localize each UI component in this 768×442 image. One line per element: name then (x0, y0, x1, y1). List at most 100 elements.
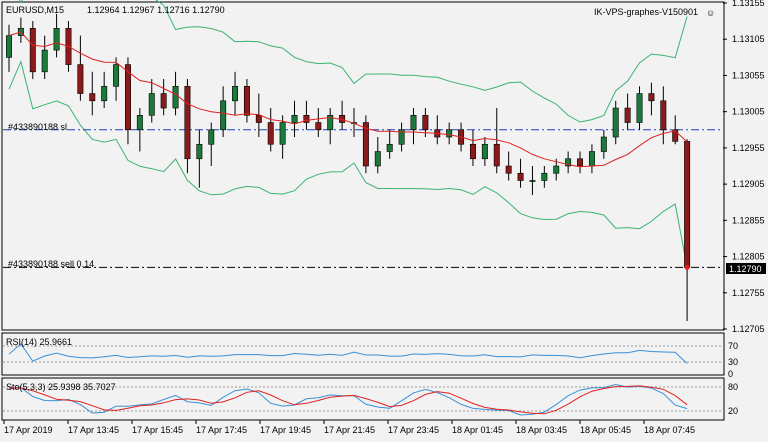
price-tick-label: 1.12855 (732, 215, 765, 225)
price-tick-label: 1.13105 (732, 34, 765, 44)
candle-body (588, 151, 595, 167)
stoch-label: Sto(5,3,3) 25.9398 35.7027 (6, 382, 116, 392)
stoch-level-label: 80 (728, 382, 738, 392)
price-tick-label: 1.12955 (732, 143, 765, 153)
current-price-badge: 1.12790 (729, 264, 762, 274)
candle-body (481, 143, 488, 160)
candle-body (386, 143, 393, 152)
stoch-signal-line (8, 385, 688, 415)
candle-body (196, 143, 203, 160)
candle-body (505, 165, 512, 174)
candle-body (41, 49, 48, 73)
candle-body (374, 151, 381, 167)
main-plot-layer (3, 0, 723, 322)
symbol-timeframe: EURUSD,M15 (6, 5, 64, 15)
price-tick-label: 1.12805 (732, 252, 765, 262)
candle-body (29, 28, 36, 73)
candle-body (362, 122, 369, 167)
candle-body (327, 114, 334, 131)
candle-body (184, 86, 191, 160)
smiley-icon: ☺ (706, 8, 715, 18)
candle-body (422, 114, 429, 131)
upper-band-line (18, 0, 688, 123)
candle-body (446, 129, 453, 138)
candle-body (541, 172, 548, 181)
time-tick-label: 17 Apr 21:45 (324, 425, 375, 435)
candle-body (529, 180, 536, 182)
sell-entry-marker (684, 264, 690, 270)
candle-body (410, 114, 417, 131)
sl-order-label: #433890188 sl (8, 122, 67, 132)
candle-body (160, 93, 167, 109)
candle-body (172, 86, 179, 109)
ohlc-readout: 1.12964 1.12967 1.12716 1.12790 (87, 5, 225, 15)
candle-body (255, 114, 262, 123)
candle-body (89, 93, 96, 102)
current-price-badge-bg (726, 263, 766, 274)
stoch-level-label: 20 (728, 406, 738, 416)
candle-body (469, 143, 476, 160)
candle-body (267, 122, 274, 145)
candle-body (672, 129, 679, 142)
price-tick-label: 1.12905 (732, 179, 765, 189)
rsi-label: RSI(14) 25.9661 (6, 337, 72, 347)
candle-body (315, 122, 322, 131)
price-tick-label: 1.12755 (732, 288, 765, 298)
candle-body (6, 35, 12, 58)
time-tick-label: 18 Apr 01:45 (452, 425, 503, 435)
candle-body (553, 165, 560, 174)
candle-body (148, 93, 155, 116)
price-tick-label: 1.13005 (732, 107, 765, 117)
candle-body (612, 107, 619, 138)
candle-body (291, 114, 298, 123)
lower-band-line (8, 60, 688, 268)
rsi-level-label: 0 (728, 369, 733, 379)
candle-body (243, 86, 250, 116)
rsi-level-label: 70 (728, 341, 738, 351)
time-tick-label: 17 Apr 13:45 (68, 425, 119, 435)
sell-order-label: #433890188 sell 0.14 (8, 259, 94, 269)
candle-body (208, 129, 215, 145)
candle-body (517, 172, 524, 181)
candle-body (648, 93, 655, 102)
candle-body (279, 122, 286, 145)
candle-body (220, 100, 227, 131)
candle-body (624, 107, 631, 123)
rsi-level-label: 30 (728, 357, 738, 367)
candle-body (77, 64, 84, 94)
stoch-pane[interactable] (1, 377, 725, 421)
time-tick-label: 17 Apr 23:45 (388, 425, 439, 435)
candle-body (136, 114, 143, 131)
rsi-line (8, 343, 688, 364)
candle-body (303, 114, 310, 123)
candle-body (493, 143, 500, 167)
time-tick-label: 17 Apr 17:45 (196, 425, 247, 435)
time-tick-label: 17 Apr 15:45 (132, 425, 183, 435)
candle-body (398, 129, 405, 145)
axis-layer: 1.13155 1.13105 1.13055 1.13005 1.12955 1.129… (3, 0, 765, 435)
time-tick-label: 18 Apr 03:45 (516, 425, 567, 435)
candle-body (684, 141, 691, 268)
rsi-plot-layer (3, 343, 723, 364)
candle-body (101, 86, 108, 102)
stoch-plot-layer (3, 383, 723, 416)
candle-body (636, 93, 643, 123)
candle-body (660, 100, 667, 131)
candle-body (600, 136, 607, 152)
account-label: IK-VPS-graphes-V150901 (594, 7, 698, 17)
time-tick-label: 18 Apr 05:45 (580, 425, 631, 435)
time-tick-label: 17 Apr 2019 (4, 425, 53, 435)
price-tick-label: 1.13155 (732, 0, 765, 8)
candle-body (232, 86, 239, 102)
candle-body (124, 64, 131, 131)
candle-body (113, 64, 120, 87)
candle-body (577, 158, 584, 167)
price-tick-label: 1.13055 (732, 70, 765, 80)
candle-body (565, 158, 572, 167)
time-tick-label: 17 Apr 19:45 (260, 425, 311, 435)
moving-average-line (8, 31, 688, 168)
candle-body (53, 28, 60, 51)
price-tick-label: 1.12705 (732, 324, 765, 334)
